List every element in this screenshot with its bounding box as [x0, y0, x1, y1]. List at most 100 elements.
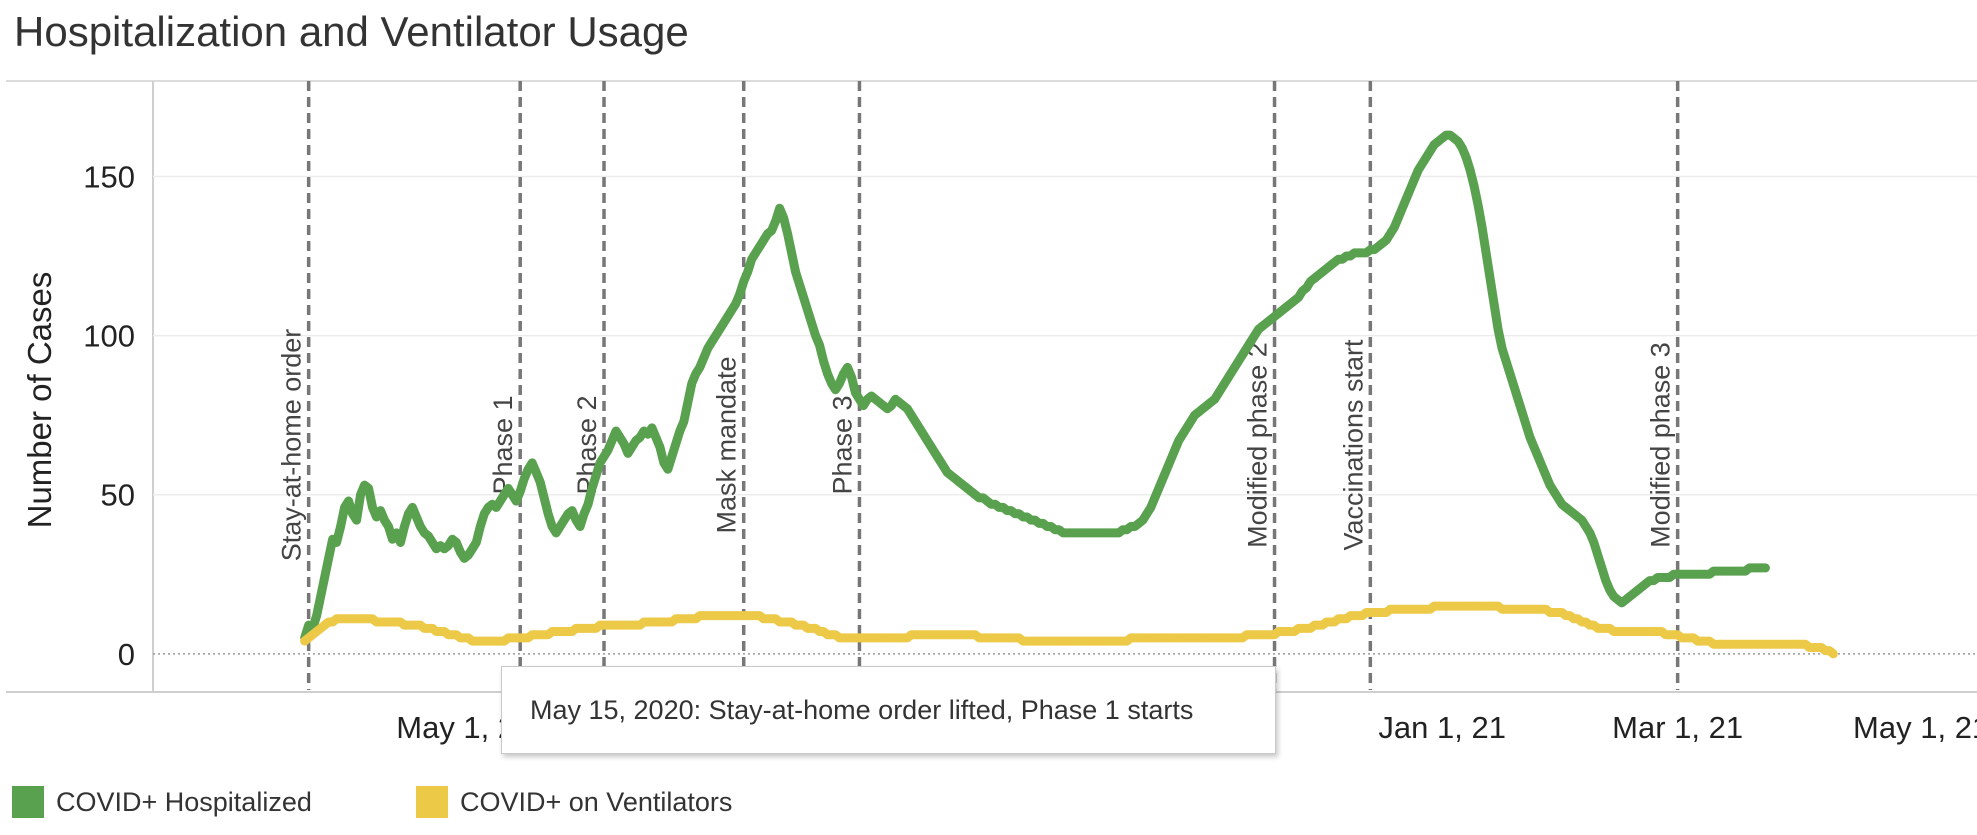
data-point	[1120, 527, 1126, 533]
data-point	[1012, 511, 1018, 517]
data-point	[1024, 514, 1030, 520]
data-point	[481, 638, 487, 644]
data-point	[1679, 571, 1685, 577]
data-point	[310, 632, 316, 638]
data-point	[561, 517, 567, 523]
data-point	[900, 403, 906, 409]
data-point	[940, 632, 946, 638]
data-point	[988, 635, 994, 641]
data-point	[940, 463, 946, 469]
data-point	[749, 256, 755, 262]
data-point	[1411, 177, 1417, 183]
data-point	[868, 393, 874, 399]
data-point	[673, 441, 679, 447]
data-point	[397, 539, 403, 545]
data-point	[856, 635, 862, 641]
data-point	[366, 485, 372, 491]
data-point	[469, 546, 475, 552]
data-point	[517, 635, 523, 641]
data-point	[1735, 641, 1741, 647]
data-point	[892, 396, 898, 402]
data-point	[836, 635, 842, 641]
data-point	[1675, 632, 1681, 638]
data-point	[1140, 517, 1146, 523]
data-point	[864, 635, 870, 641]
data-point	[314, 629, 320, 635]
data-point	[1766, 641, 1772, 647]
data-point	[1104, 530, 1110, 536]
data-point	[1132, 524, 1138, 530]
data-point	[1367, 247, 1373, 253]
data-point	[1695, 571, 1701, 577]
data-point	[509, 635, 515, 641]
data-point	[1096, 530, 1102, 536]
data-point	[785, 231, 791, 237]
data-point	[972, 492, 978, 498]
data-point	[637, 434, 643, 440]
data-point	[441, 629, 447, 635]
data-point	[1192, 412, 1198, 418]
data-point	[1463, 603, 1469, 609]
data-point	[1455, 603, 1461, 609]
data-point	[1507, 606, 1513, 612]
x-tick-label: Jan 1, 21	[1378, 710, 1506, 745]
data-point	[1272, 632, 1278, 638]
data-point	[302, 638, 308, 644]
data-point	[429, 625, 435, 631]
data-point	[306, 622, 312, 628]
data-point	[761, 237, 767, 243]
data-point	[585, 501, 591, 507]
data-point	[1056, 638, 1062, 644]
data-point	[948, 473, 954, 479]
data-point	[1750, 565, 1756, 571]
data-point	[976, 635, 982, 641]
legend-item-ventilators[interactable]: COVID+ on Ventilators	[416, 785, 732, 819]
data-point	[1264, 632, 1270, 638]
data-point	[613, 428, 619, 434]
data-point	[1351, 613, 1357, 619]
data-point	[1288, 629, 1294, 635]
data-point	[433, 546, 439, 552]
data-point	[1315, 272, 1321, 278]
data-point	[1443, 132, 1449, 138]
data-point	[1319, 269, 1325, 275]
data-point	[665, 466, 671, 472]
data-point	[413, 514, 419, 520]
data-point	[1295, 294, 1301, 300]
data-point	[745, 613, 751, 619]
data-point	[346, 616, 352, 622]
data-point	[980, 495, 986, 501]
data-point	[1379, 240, 1385, 246]
data-point	[350, 511, 356, 517]
data-point	[1814, 644, 1820, 650]
data-point	[1519, 606, 1525, 612]
data-point	[1623, 629, 1629, 635]
data-point	[1172, 635, 1178, 641]
data-point	[872, 396, 878, 402]
data-point	[701, 355, 707, 361]
data-point	[705, 345, 711, 351]
data-point	[381, 517, 387, 523]
data-point	[1040, 638, 1046, 644]
data-point	[1627, 594, 1633, 600]
data-point	[1224, 635, 1230, 641]
data-point	[489, 638, 495, 644]
data-point	[541, 632, 547, 638]
data-point	[1467, 167, 1473, 173]
data-point	[1635, 587, 1641, 593]
legend-item-hospitalized[interactable]: COVID+ Hospitalized	[12, 785, 312, 819]
data-point	[673, 616, 679, 622]
data-point	[1687, 571, 1693, 577]
data-point	[944, 632, 950, 638]
data-point	[729, 307, 735, 313]
data-point	[621, 441, 627, 447]
data-point	[1499, 345, 1505, 351]
data-point	[1583, 619, 1589, 625]
x-tick-label: May 1, 21	[1853, 710, 1977, 745]
data-point	[1124, 527, 1130, 533]
data-point	[1699, 638, 1705, 644]
data-point	[1288, 301, 1294, 307]
data-point	[848, 374, 854, 380]
data-point	[1064, 530, 1070, 536]
data-point	[374, 619, 380, 625]
